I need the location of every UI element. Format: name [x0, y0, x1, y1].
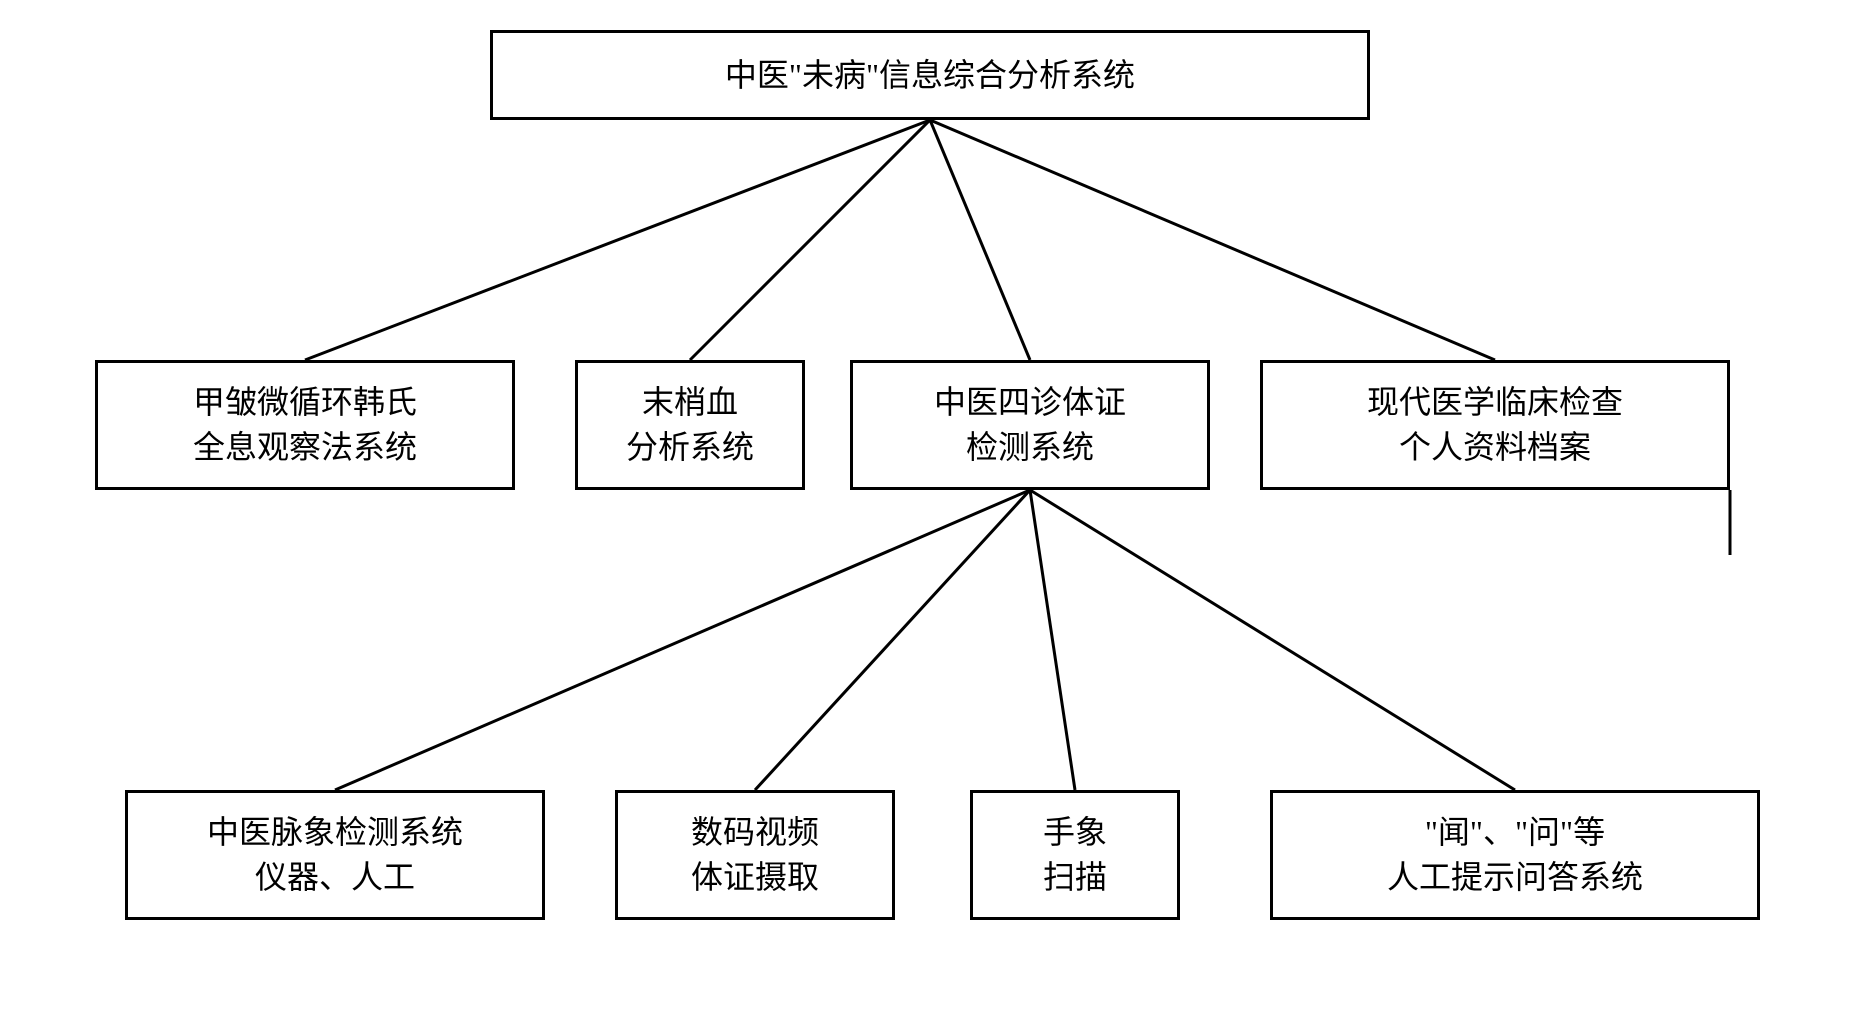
- edge: [930, 120, 1030, 360]
- edge: [1030, 490, 1515, 790]
- node-l2-1: 甲皱微循环韩氏 全息观察法系统: [95, 360, 515, 490]
- node-l3-1: 中医脉象检测系统 仪器、人工: [125, 790, 545, 920]
- edge: [755, 490, 1030, 790]
- node-l3-3: 手象 扫描: [970, 790, 1180, 920]
- node-root: 中医"未病"信息综合分析系统: [490, 30, 1370, 120]
- node-l3-4: "闻"、"问"等 人工提示问答系统: [1270, 790, 1760, 920]
- node-l2-3: 中医四诊体证 检测系统: [850, 360, 1210, 490]
- edge: [335, 490, 1030, 790]
- node-l2-4: 现代医学临床检查 个人资料档案: [1260, 360, 1730, 490]
- edge: [305, 120, 930, 360]
- node-l3-2: 数码视频 体证摄取: [615, 790, 895, 920]
- edge: [1030, 490, 1075, 790]
- node-l2-2: 末梢血 分析系统: [575, 360, 805, 490]
- edge: [930, 120, 1495, 360]
- edge: [690, 120, 930, 360]
